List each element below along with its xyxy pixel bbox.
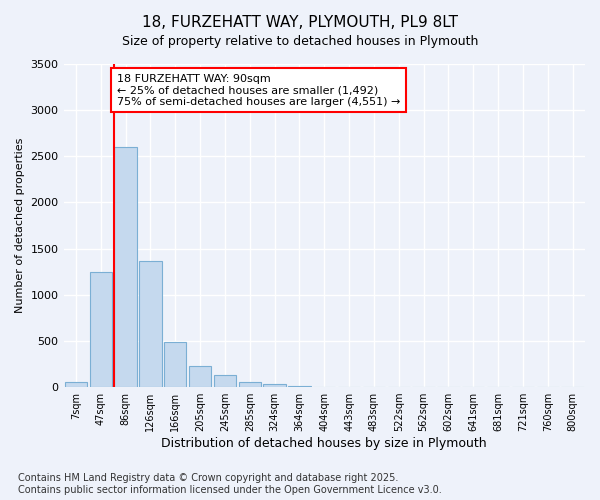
Bar [239,382,261,387]
Bar [139,260,161,387]
Text: 18, FURZEHATT WAY, PLYMOUTH, PL9 8LT: 18, FURZEHATT WAY, PLYMOUTH, PL9 8LT [142,15,458,30]
Text: 18 FURZEHATT WAY: 90sqm
← 25% of detached houses are smaller (1,492)
75% of semi: 18 FURZEHATT WAY: 90sqm ← 25% of detache… [117,74,400,107]
Bar [115,147,137,387]
Bar [263,384,286,387]
Text: Contains HM Land Registry data © Crown copyright and database right 2025.
Contai: Contains HM Land Registry data © Crown c… [18,474,442,495]
Bar [164,342,187,387]
Bar [214,375,236,387]
Bar [189,366,211,387]
Text: Size of property relative to detached houses in Plymouth: Size of property relative to detached ho… [122,35,478,48]
Bar [89,272,112,387]
Y-axis label: Number of detached properties: Number of detached properties [15,138,25,313]
Bar [65,382,87,387]
Bar [288,386,311,387]
X-axis label: Distribution of detached houses by size in Plymouth: Distribution of detached houses by size … [161,437,487,450]
